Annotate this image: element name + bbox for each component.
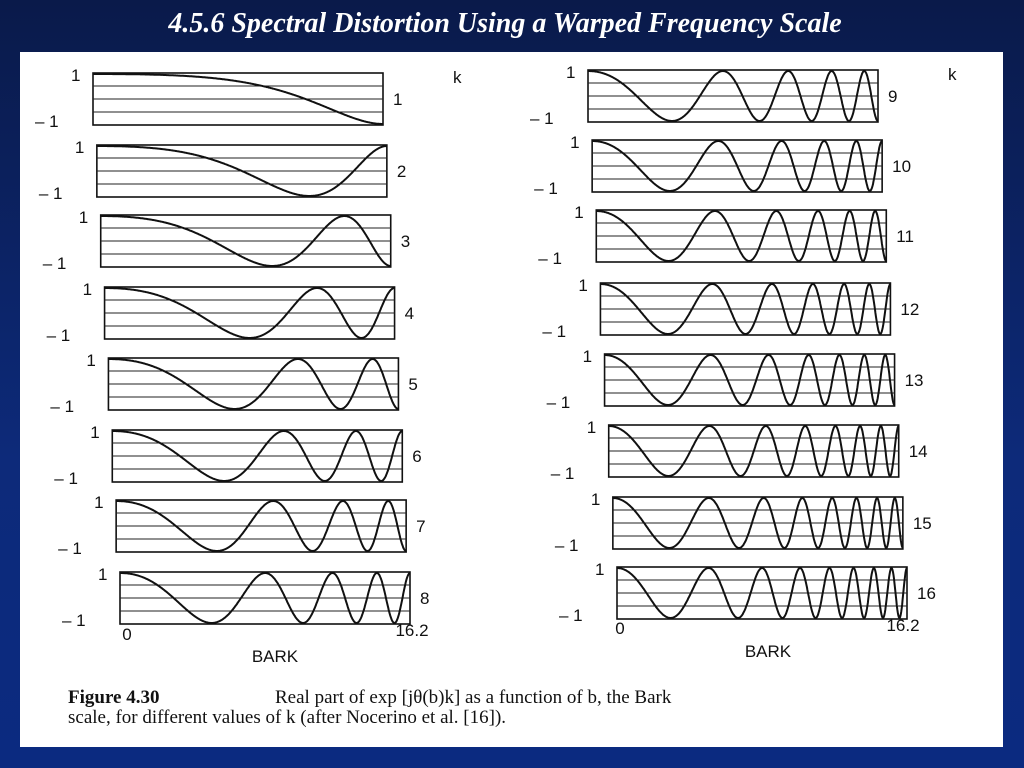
y-max-label: 1 [587,418,596,437]
curve [100,215,391,267]
y-min-label: – 1 [54,469,78,488]
k-label: 16 [917,584,936,603]
caption-line: Real part of exp [jθ(b)k] as a function … [275,687,672,708]
curve [612,496,904,550]
k-label: 10 [892,157,911,176]
k-label: 6 [412,447,421,466]
k-label: 13 [905,371,924,390]
y-min-label: – 1 [559,606,583,625]
y-min-label: – 1 [530,109,554,128]
y-min-label: – 1 [50,397,74,416]
figure-area [20,52,1003,747]
y-min-label: – 1 [58,539,82,558]
k-label: 4 [405,304,414,323]
k-label: 2 [397,162,406,181]
y-max-label: 1 [578,276,587,295]
k-label: 3 [401,232,410,251]
caption-label: Figure 4.30 [68,687,159,708]
curve [108,358,399,410]
x-min-label: 0 [122,625,131,644]
y-max-label: 1 [570,133,579,152]
curve [96,145,387,197]
y-min-label: – 1 [43,254,67,273]
y-max-label: 1 [94,493,103,512]
curve [116,499,407,553]
x-max-label: 16.2 [886,616,919,635]
k-label: 15 [913,514,932,533]
k-label: 7 [416,517,425,536]
x-max-label: 16.2 [395,621,428,640]
y-max-label: 1 [566,63,575,82]
curve [608,424,900,478]
y-max-label: 1 [98,565,107,584]
y-min-label: – 1 [538,249,562,268]
curve [604,353,896,407]
y-max-label: 1 [90,423,99,442]
y-min-label: – 1 [62,611,86,630]
curve [93,73,383,125]
x-axis-label: BARK [745,642,792,661]
y-min-label: – 1 [39,184,63,203]
curve [596,209,887,263]
y-min-label: – 1 [555,536,579,555]
k-label: 11 [896,227,914,246]
k-header: k [948,65,957,84]
curve [588,69,879,123]
y-max-label: 1 [595,560,604,579]
k-label: 12 [900,300,919,319]
curve [600,282,891,336]
k-label: 14 [909,442,928,461]
y-max-label: 1 [591,490,600,509]
curve [120,572,411,625]
y-max-label: 1 [583,347,592,366]
y-max-label: 1 [75,138,84,157]
y-min-label: – 1 [551,464,575,483]
k-label: 5 [408,375,417,394]
k-header: k [453,68,462,87]
k-label: 8 [420,589,429,608]
y-max-label: 1 [83,280,92,299]
y-min-label: – 1 [47,326,71,345]
y-min-label: – 1 [534,179,558,198]
y-min-label: – 1 [542,322,566,341]
y-max-label: 1 [86,351,95,370]
curve [592,139,883,193]
slide-title: 4.5.6 Spectral Distortion Using a Warped… [167,8,841,39]
curve [617,566,908,620]
x-min-label: 0 [615,619,624,638]
y-min-label: – 1 [35,112,59,131]
y-min-label: – 1 [547,393,571,412]
k-label: 9 [888,87,897,106]
y-max-label: 1 [71,66,80,85]
curve [112,430,403,482]
caption-line: scale, for different values of k (after … [68,707,506,728]
y-max-label: 1 [574,203,583,222]
y-max-label: 1 [79,208,88,227]
curve [104,287,395,339]
k-label: 1 [393,90,402,109]
x-axis-label: BARK [252,647,299,666]
